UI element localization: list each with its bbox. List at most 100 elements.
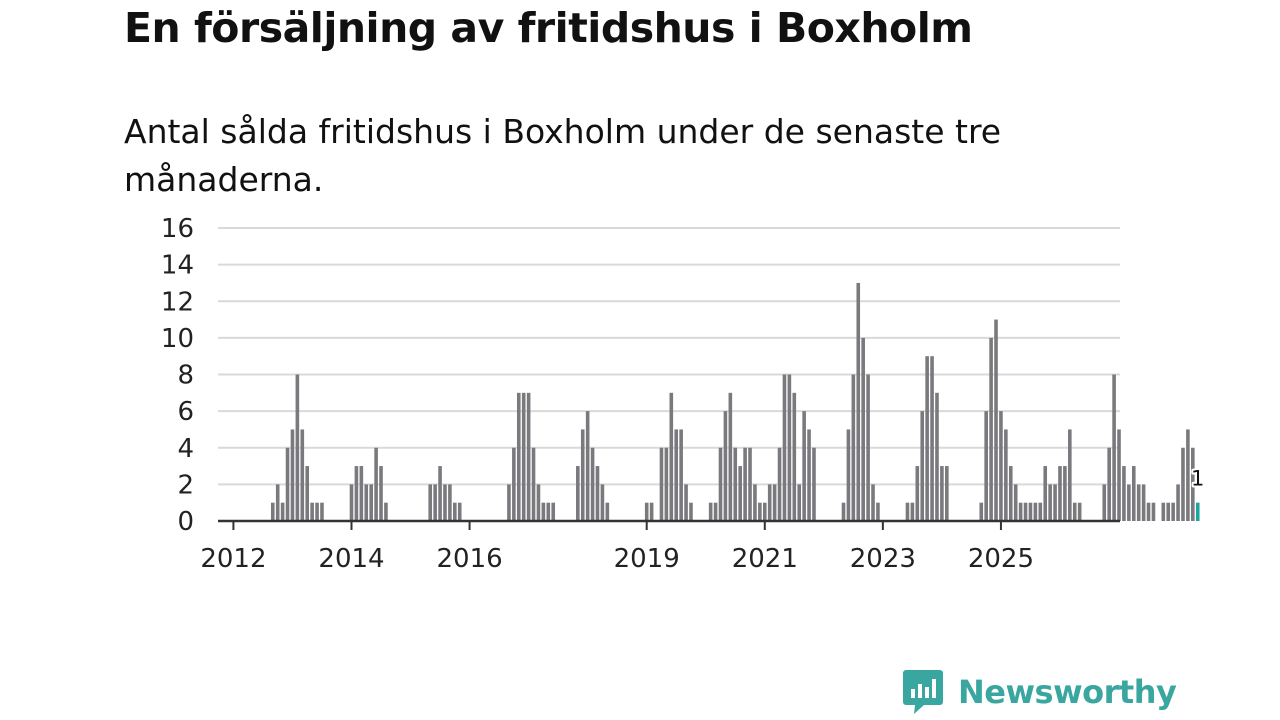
axes bbox=[218, 519, 1120, 530]
bar bbox=[718, 447, 723, 521]
bar bbox=[580, 429, 585, 521]
bar bbox=[841, 502, 846, 521]
bar bbox=[679, 429, 683, 521]
bar bbox=[1102, 484, 1107, 522]
bar bbox=[762, 502, 767, 521]
bar bbox=[457, 502, 462, 521]
y-tick-label: 10 bbox=[161, 324, 194, 354]
bar-latest bbox=[1195, 502, 1200, 521]
bar bbox=[1112, 374, 1116, 521]
x-tick-label: 2012 bbox=[200, 544, 266, 574]
bar bbox=[871, 484, 875, 522]
grid-lines bbox=[218, 227, 1120, 486]
bar bbox=[349, 484, 354, 522]
bar bbox=[369, 484, 373, 522]
bar bbox=[728, 392, 733, 521]
chart-title: En försäljning av fritidshus i Boxholm bbox=[124, 4, 973, 52]
bar bbox=[807, 429, 811, 521]
bar bbox=[984, 411, 988, 522]
newsworthy-logo: Newsworthy bbox=[902, 668, 1177, 716]
bar bbox=[777, 447, 782, 521]
bar bbox=[861, 337, 865, 522]
bar bbox=[856, 282, 861, 521]
bar bbox=[979, 502, 984, 521]
bar bbox=[310, 502, 314, 521]
y-tick-label: 12 bbox=[161, 287, 194, 317]
bar bbox=[866, 374, 870, 521]
bar bbox=[713, 502, 718, 521]
bar bbox=[585, 411, 590, 522]
bar bbox=[782, 374, 787, 521]
bar bbox=[812, 447, 816, 521]
bar bbox=[708, 502, 713, 521]
bar bbox=[787, 374, 792, 521]
bar bbox=[915, 466, 920, 521]
bar bbox=[1023, 502, 1028, 521]
bar bbox=[600, 484, 605, 522]
bar bbox=[526, 392, 531, 521]
y-tick-label: 0 bbox=[177, 507, 194, 537]
bar bbox=[1117, 429, 1121, 521]
bar bbox=[674, 429, 679, 521]
bar bbox=[940, 466, 944, 521]
y-tick-label: 2 bbox=[177, 470, 194, 500]
newsworthy-logo-icon bbox=[903, 670, 943, 714]
bar bbox=[689, 502, 693, 521]
bar bbox=[1058, 466, 1062, 521]
bar bbox=[669, 392, 674, 521]
y-tick-label: 14 bbox=[161, 251, 194, 281]
bar bbox=[576, 466, 580, 521]
bar bbox=[1072, 502, 1077, 521]
bar bbox=[802, 411, 806, 522]
bar bbox=[546, 502, 551, 521]
bar bbox=[359, 466, 364, 521]
bar bbox=[664, 447, 669, 521]
bar bbox=[315, 502, 319, 521]
bar bbox=[1053, 484, 1057, 522]
bar bbox=[590, 447, 595, 521]
chart-subtitle: Antal sålda fritidshus i Boxholm under d… bbox=[124, 112, 1002, 199]
bar-chart: 0 2 4 6 8 10 12 14 16 2012 2014 2016 2019 2021 2023 202… bbox=[161, 214, 1207, 574]
bar bbox=[1107, 447, 1111, 521]
bar bbox=[846, 429, 851, 521]
bar bbox=[536, 484, 541, 522]
bar bbox=[1161, 502, 1166, 521]
bar bbox=[379, 466, 383, 521]
bar bbox=[507, 484, 511, 522]
x-tick-label: 2023 bbox=[850, 544, 916, 574]
bar bbox=[989, 337, 993, 522]
bar bbox=[1122, 466, 1126, 521]
bar bbox=[270, 502, 275, 521]
bar bbox=[920, 411, 925, 522]
bar bbox=[772, 484, 777, 522]
bar bbox=[945, 466, 949, 521]
y-tick-label: 6 bbox=[177, 397, 194, 427]
bar bbox=[753, 484, 757, 522]
bar bbox=[295, 374, 300, 521]
bar bbox=[1181, 447, 1185, 521]
newsworthy-logo-text: Newsworthy bbox=[958, 673, 1177, 711]
bar bbox=[935, 392, 939, 521]
bar bbox=[748, 447, 752, 521]
bar bbox=[521, 392, 526, 521]
bar bbox=[453, 502, 457, 521]
bar bbox=[531, 447, 536, 521]
bar bbox=[1008, 466, 1013, 521]
bar bbox=[684, 484, 688, 522]
y-tick-label: 4 bbox=[177, 434, 194, 464]
bar bbox=[443, 484, 447, 522]
bar bbox=[300, 429, 305, 521]
x-tick-label: 2019 bbox=[614, 544, 680, 574]
bar bbox=[999, 411, 1003, 522]
bar bbox=[1131, 466, 1136, 521]
bar bbox=[433, 484, 437, 522]
labels: 0 2 4 6 8 10 12 14 16 2012 2014 2016 2019 2021 2023 202… bbox=[161, 214, 1207, 574]
bar bbox=[644, 502, 649, 521]
bar bbox=[512, 447, 516, 521]
bar bbox=[1018, 502, 1023, 521]
bar bbox=[1136, 484, 1141, 522]
bar bbox=[1077, 502, 1082, 521]
bar bbox=[758, 502, 762, 521]
bar bbox=[1048, 484, 1052, 522]
bar bbox=[851, 374, 856, 521]
